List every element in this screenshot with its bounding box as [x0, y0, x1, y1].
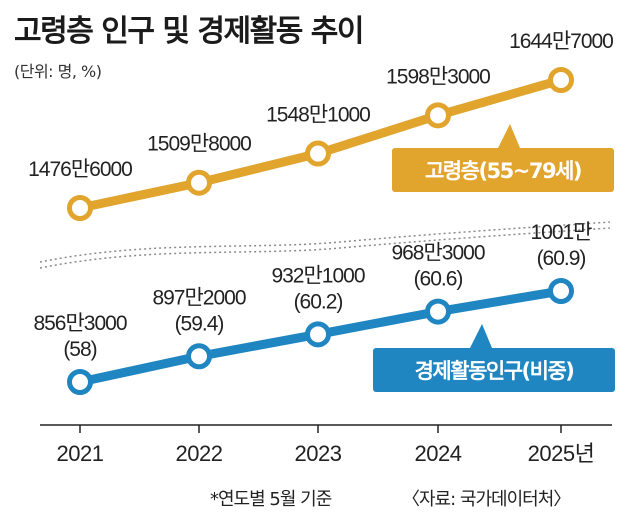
chart-title: 고령층 인구 및 경제활동 추이 — [14, 14, 364, 49]
data-label: 897만2000 — [152, 286, 245, 309]
data-point — [548, 67, 574, 93]
data-point — [186, 169, 212, 196]
data-point — [305, 140, 331, 167]
legend-badge — [373, 348, 615, 392]
data-point — [67, 195, 93, 221]
legend-label: 고령층(55~79세) — [425, 159, 581, 183]
data-label: 1548만1000 — [266, 104, 370, 127]
data-label: 1001만 — [530, 221, 592, 244]
share-label: (60.2) — [294, 290, 343, 313]
share-label: (60.9) — [537, 247, 586, 270]
legend-label: 경제활동인구(비중) — [415, 359, 574, 383]
data-point — [186, 343, 212, 370]
data-point — [548, 278, 574, 304]
share-label: (59.4) — [175, 312, 224, 335]
data-label: 968만3000 — [391, 242, 484, 265]
data-label: 932만1000 — [271, 264, 364, 287]
data-point — [305, 321, 331, 348]
x-tick-label: 2022 — [176, 441, 223, 466]
legend-pointer — [470, 324, 492, 348]
x-tick-label: 2024 — [415, 441, 462, 466]
data-label: 1509만8000 — [147, 133, 251, 156]
footnote-basis: *연도별 5월 기준 — [210, 489, 332, 510]
data-label: 1644만7000 — [509, 30, 613, 53]
legend-pointer — [498, 124, 520, 148]
x-tick-label: 2025년 — [528, 441, 595, 466]
share-label: (58) — [63, 338, 96, 361]
legend-badge — [392, 148, 614, 192]
data-label: 1476만6000 — [28, 158, 132, 181]
data-point — [425, 102, 451, 129]
axis-break-bottom — [39, 227, 611, 269]
axis-break-top — [39, 221, 611, 263]
data-label: 1598만3000 — [386, 65, 490, 88]
x-tick-label: 2023 — [295, 441, 342, 466]
data-label: 856만3000 — [33, 312, 126, 335]
unit-label: (단위: 명, %) — [14, 62, 102, 81]
share-label: (60.6) — [414, 268, 463, 291]
source-note: 〈자료: 국가데이터처〉 — [402, 489, 571, 510]
data-point — [425, 298, 451, 325]
data-point — [67, 369, 93, 395]
x-tick-label: 2021 — [57, 441, 104, 466]
